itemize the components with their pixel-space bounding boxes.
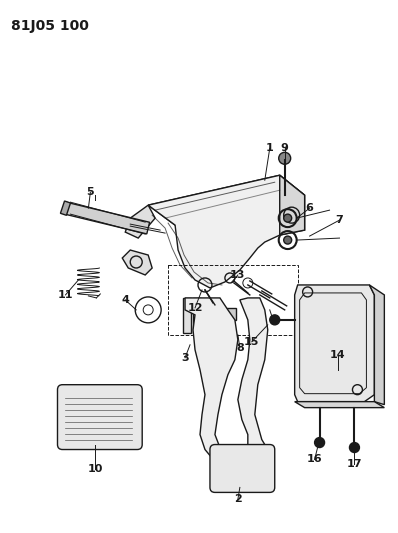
Circle shape bbox=[284, 236, 292, 244]
Circle shape bbox=[279, 152, 291, 164]
Text: 11: 11 bbox=[58, 290, 73, 300]
Text: 1: 1 bbox=[266, 143, 274, 154]
Text: 10: 10 bbox=[88, 464, 103, 474]
Circle shape bbox=[314, 438, 324, 448]
Polygon shape bbox=[148, 175, 304, 288]
Text: 14: 14 bbox=[330, 350, 345, 360]
Text: 7: 7 bbox=[336, 215, 343, 225]
Bar bbox=[218, 308, 236, 320]
Polygon shape bbox=[280, 175, 304, 235]
Text: 13: 13 bbox=[230, 270, 246, 280]
FancyBboxPatch shape bbox=[57, 385, 142, 449]
Polygon shape bbox=[60, 201, 70, 215]
Polygon shape bbox=[295, 285, 375, 402]
Polygon shape bbox=[295, 402, 384, 408]
Bar bbox=[168, 265, 298, 335]
Bar bbox=[193, 298, 201, 333]
Text: 9: 9 bbox=[281, 143, 289, 154]
Text: 15: 15 bbox=[244, 337, 259, 347]
Polygon shape bbox=[122, 250, 152, 275]
Text: 5: 5 bbox=[87, 187, 94, 197]
Polygon shape bbox=[125, 205, 155, 238]
Circle shape bbox=[284, 214, 292, 222]
Text: 8: 8 bbox=[236, 343, 244, 353]
Text: 3: 3 bbox=[181, 353, 189, 363]
Text: 12: 12 bbox=[187, 303, 203, 313]
Polygon shape bbox=[369, 285, 384, 405]
Bar bbox=[183, 298, 191, 333]
Circle shape bbox=[349, 442, 359, 453]
Circle shape bbox=[270, 315, 280, 325]
Text: 4: 4 bbox=[121, 295, 129, 305]
FancyBboxPatch shape bbox=[210, 445, 275, 492]
Polygon shape bbox=[148, 175, 304, 225]
Text: 2: 2 bbox=[234, 495, 242, 504]
Text: 17: 17 bbox=[347, 459, 362, 470]
Text: 16: 16 bbox=[307, 455, 322, 464]
Text: 6: 6 bbox=[306, 203, 314, 213]
Polygon shape bbox=[185, 298, 270, 470]
Polygon shape bbox=[64, 203, 150, 234]
Text: 81J05 100: 81J05 100 bbox=[11, 19, 88, 33]
